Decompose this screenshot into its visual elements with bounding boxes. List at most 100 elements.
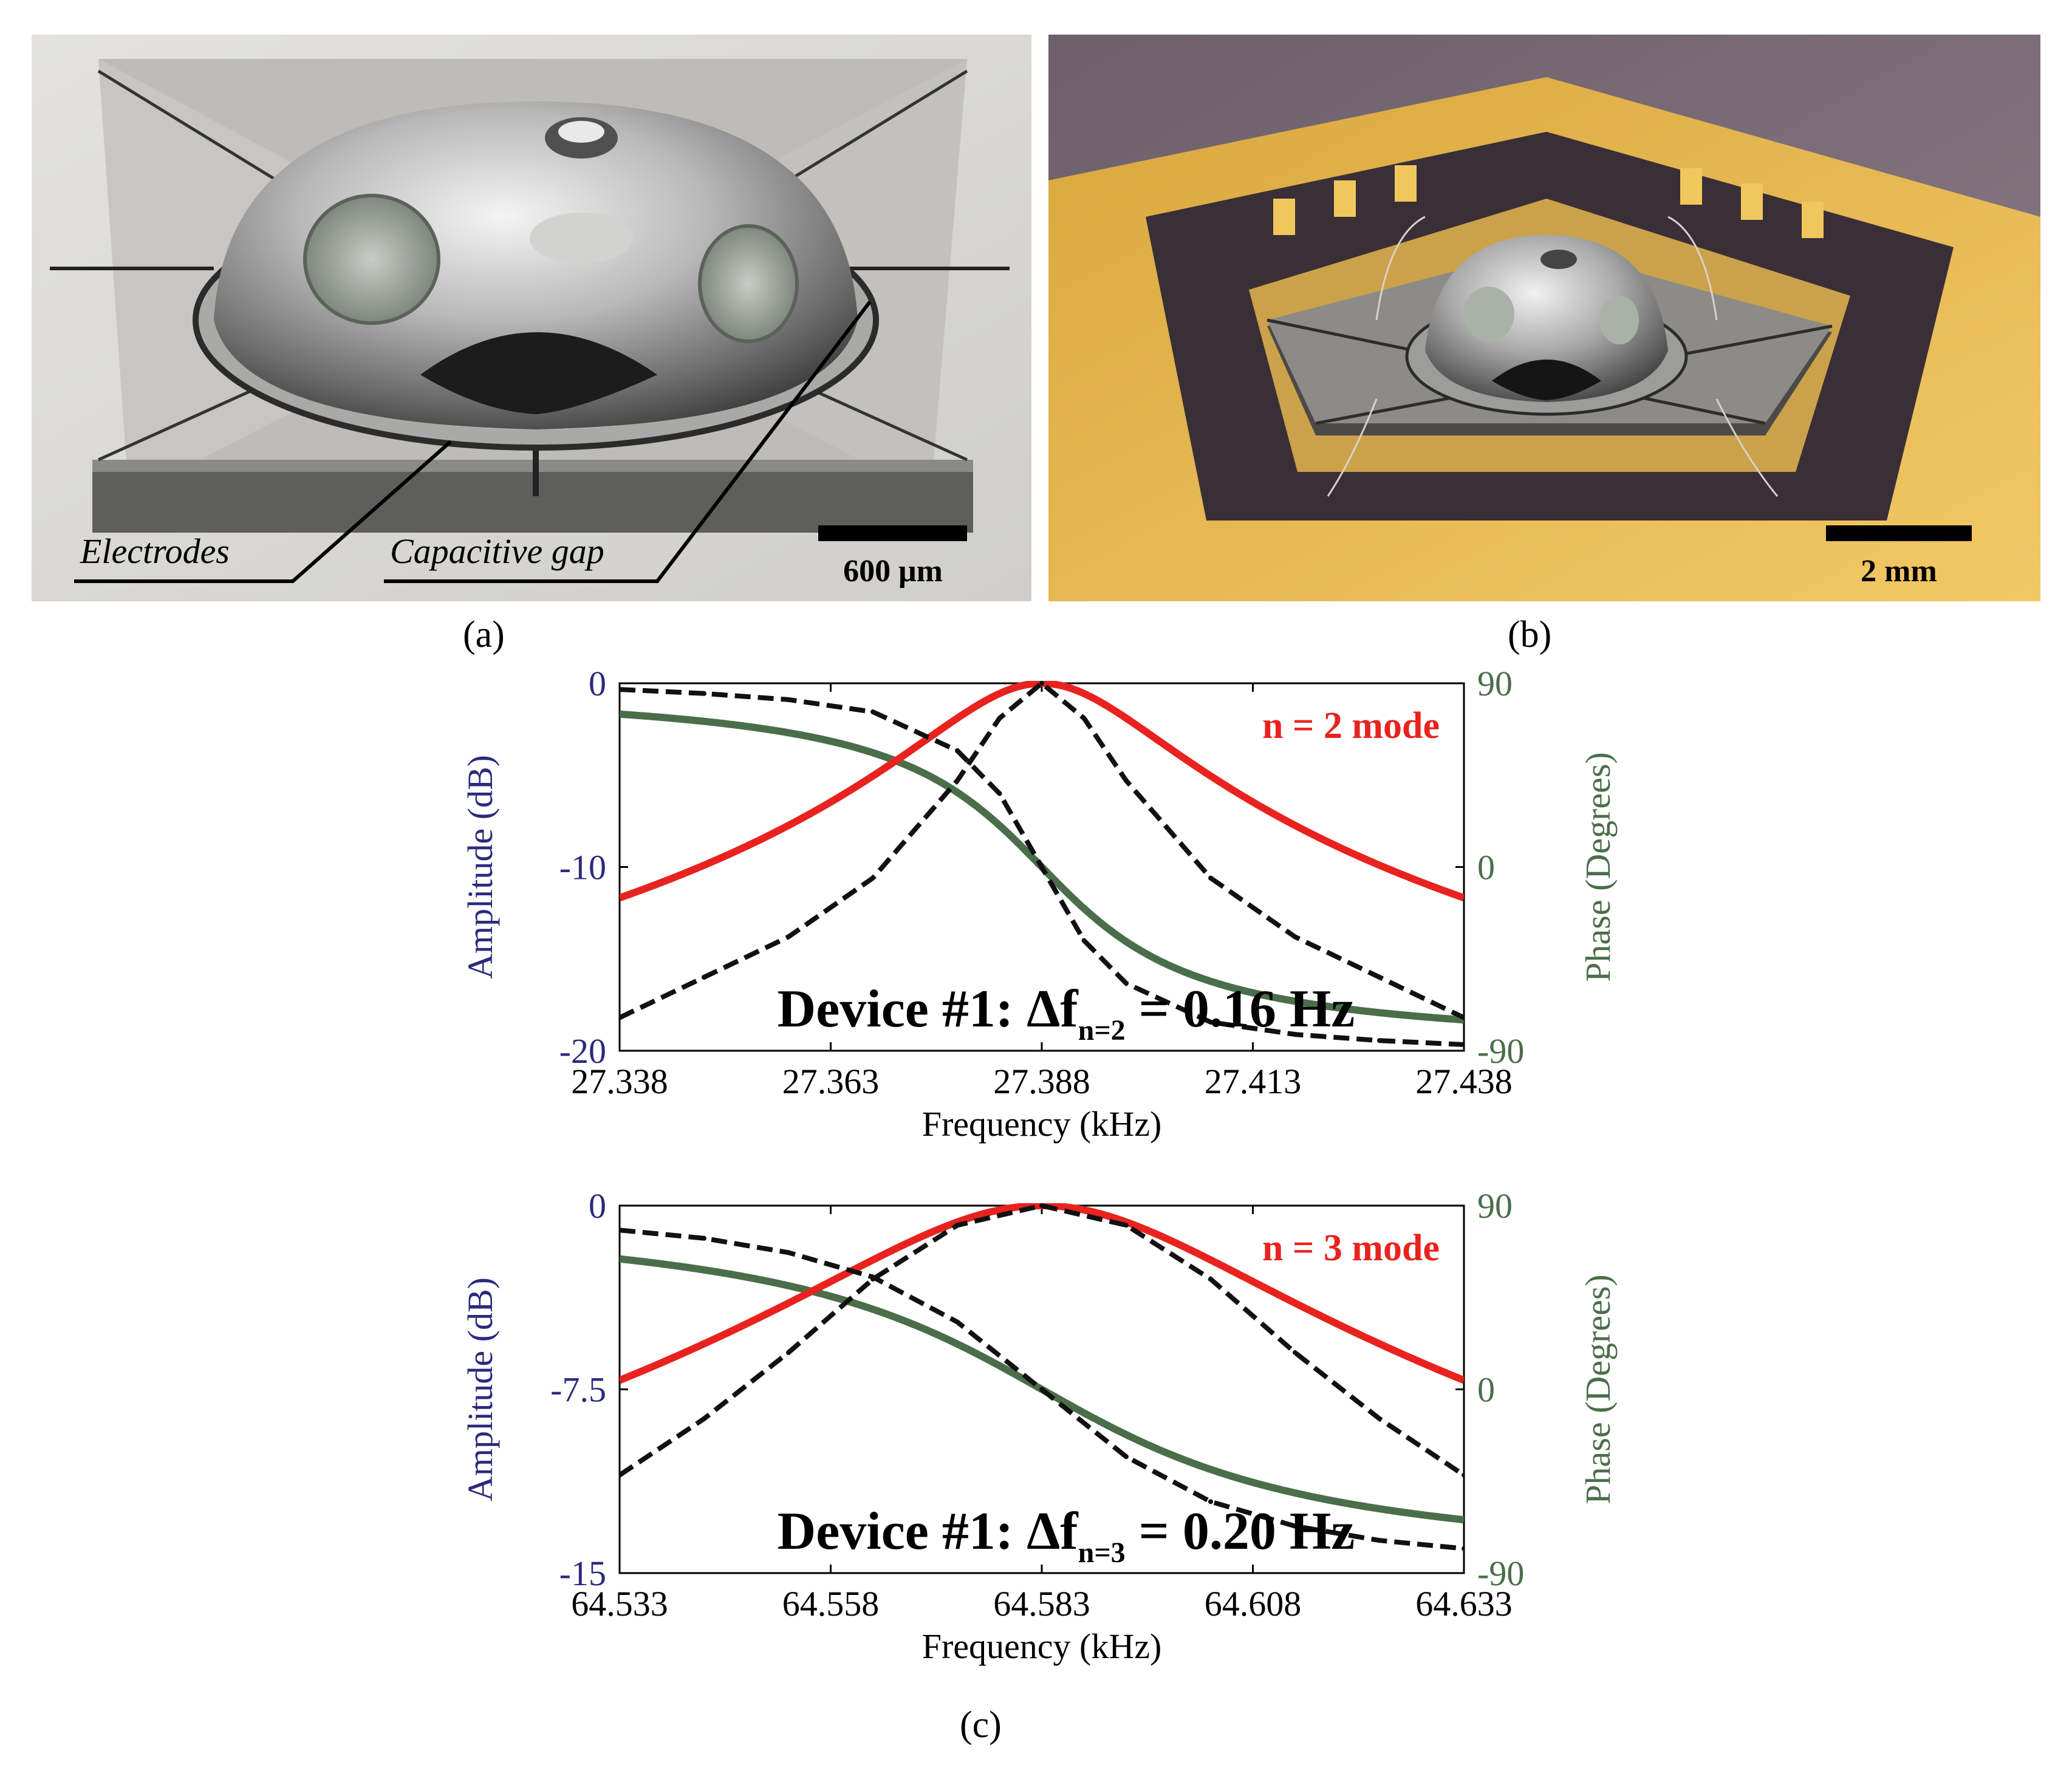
- amplitude-data-point: [1124, 778, 1129, 783]
- phase-data-point: [702, 691, 706, 696]
- amplitude-data-point: [1208, 1277, 1213, 1282]
- phase-data-point: [702, 1235, 706, 1241]
- electrodes-leader: [74, 440, 452, 583]
- mode-label: n = 2 mode: [1262, 705, 1440, 746]
- scale-bar-a: [818, 525, 967, 541]
- amplitude-data-point: [997, 715, 1002, 721]
- scale-bar-b-label: 2 mm: [1861, 554, 1937, 589]
- amplitude-data-point: [786, 1350, 791, 1355]
- x-tick-label: 27.388: [993, 1062, 1090, 1101]
- annotation-prefix: Device #1: Δf: [778, 980, 1079, 1039]
- amplitude-data-point: [1081, 715, 1087, 721]
- amplitude-data-point: [1208, 875, 1213, 881]
- caption-a: (a): [463, 614, 505, 655]
- amplitude-data-point: [620, 1472, 622, 1478]
- y-right-axis-label: Phase (Degrees): [1578, 752, 1618, 982]
- photo-a-image: Electrodes Capacitive gap 600 μm: [32, 35, 1031, 601]
- chart-n2-svg: 27.338 27.363 27.388 27.413 27.438 Frequency …: [460, 664, 1618, 1144]
- phase-data-point: [1208, 1019, 1213, 1025]
- x-tick-label: 64.608: [1205, 1584, 1302, 1623]
- mode-label: n = 3 mode: [1262, 1227, 1440, 1269]
- phase-data-point: [786, 1250, 791, 1255]
- amplitude-data-point: [702, 1416, 706, 1421]
- y-right-tick-label: -90: [1477, 1031, 1524, 1071]
- phase-data-point: [620, 1227, 622, 1233]
- amplitude-data-point: [620, 1015, 622, 1020]
- amplitude-data-point: [1377, 975, 1382, 980]
- amplitude-data-point: [1124, 1223, 1129, 1228]
- x-tick-label: 27.413: [1205, 1062, 1302, 1101]
- amplitude-data-point: [786, 934, 791, 940]
- phase-data-point: [1462, 1546, 1464, 1551]
- phase-data-point: [955, 748, 960, 753]
- phase-data-point: [1081, 938, 1087, 943]
- scale-bar-b: [1826, 525, 1972, 541]
- x-tick-label: 64.558: [782, 1584, 880, 1623]
- label-capacitive-gap: Capacitive gap: [390, 531, 604, 571]
- phase-data-point: [786, 697, 791, 702]
- label-electrodes: Electrodes: [80, 531, 230, 571]
- x-tick-label: 64.533: [571, 1584, 668, 1623]
- amplitude-data-point: [870, 875, 875, 881]
- amplitude-data-point: [1377, 1416, 1382, 1421]
- chart-n3-svg: 64.533 64.558 64.583 64.608 64.633 Frequency …: [460, 1186, 1618, 1666]
- y-left-tick-label: 0: [589, 664, 606, 703]
- phase-data-point: [1124, 1454, 1129, 1459]
- amplitude-data-point: [702, 975, 706, 980]
- phase-data-point: [870, 709, 875, 715]
- delta-f-annotation: Device #1: Δfn=2 = 0.16 Hz: [778, 980, 1355, 1046]
- y-left-tick-label: 0: [589, 1186, 606, 1226]
- phase-data-point: [620, 687, 622, 692]
- photo-b-packaged-device: 2 mm: [1048, 35, 2040, 601]
- y-left-axis-label: Amplitude (dB): [460, 1277, 500, 1501]
- amplitude-data-point: [1462, 1015, 1464, 1020]
- phase-data-point: [1377, 1538, 1382, 1543]
- phase-data-point: [1462, 1042, 1464, 1047]
- phase-data-point: [1124, 981, 1129, 986]
- phase-data-point: [955, 1319, 960, 1325]
- x-tick-label: 64.583: [993, 1584, 1090, 1623]
- phase-data-point: [1377, 1038, 1382, 1043]
- annotation-prefix: Device #1: Δf: [778, 1502, 1079, 1561]
- x-tick-label: 27.363: [782, 1062, 880, 1101]
- phase-data-point: [997, 791, 1002, 796]
- plot-area: [620, 1203, 1464, 1551]
- y-right-tick-label: 0: [1477, 1370, 1495, 1410]
- amplitude-data-point: [955, 1223, 960, 1228]
- y-left-tick-label: -15: [559, 1554, 606, 1593]
- annotation-suffix: = 0.16 Hz: [1126, 980, 1355, 1039]
- phase-data-point: [1208, 1499, 1213, 1504]
- y-left-tick-label: -20: [559, 1031, 606, 1071]
- y-right-tick-label: -90: [1477, 1554, 1524, 1593]
- amplitude-data-point: [1293, 1350, 1298, 1355]
- y-right-tick-label: 0: [1477, 848, 1495, 887]
- x-axis-label: Frequency (kHz): [922, 1104, 1162, 1144]
- delta-f-annotation: Device #1: Δfn=3 = 0.20 Hz: [778, 1502, 1355, 1569]
- plot-area: [620, 681, 1464, 1047]
- caption-b: (b): [1508, 614, 1552, 655]
- annotation-subscript: n=2: [1078, 1014, 1126, 1046]
- y-left-tick-label: -7.5: [550, 1370, 606, 1410]
- amplitude-data-point: [1293, 934, 1298, 940]
- scale-bar-a-label: 600 μm: [843, 554, 943, 589]
- y-left-axis-label: Amplitude (dB): [460, 755, 500, 979]
- annotation-suffix: = 0.20 Hz: [1126, 1502, 1355, 1561]
- amplitude-data-point: [1039, 1203, 1044, 1208]
- phase-data-point: [1293, 1032, 1298, 1037]
- amplitude-data-point: [955, 778, 960, 783]
- x-tick-label: 64.633: [1415, 1584, 1513, 1623]
- capacitive-gap-leader: [384, 301, 872, 583]
- chart-n2-mode: 27.338 27.363 27.388 27.413 27.438 Frequency …: [425, 656, 1701, 1178]
- x-tick-label: 27.338: [571, 1062, 668, 1101]
- phase-data-point: [1039, 864, 1044, 870]
- photo-b-image: 2 mm: [1048, 35, 2040, 601]
- x-axis-label: Frequency (kHz): [922, 1627, 1162, 1666]
- caption-c: (c): [960, 1704, 1002, 1746]
- amplitude-measured-line: [620, 1203, 1464, 1478]
- y-right-tick-label: 90: [1477, 1186, 1513, 1226]
- phase-data-point: [1039, 1387, 1044, 1392]
- amplitude-data-point: [1039, 681, 1044, 686]
- photo-a-resonator: Electrodes Capacitive gap 600 μm: [32, 35, 1031, 601]
- x-tick-label: 27.438: [1415, 1062, 1513, 1101]
- phase-data-point: [1293, 1523, 1298, 1529]
